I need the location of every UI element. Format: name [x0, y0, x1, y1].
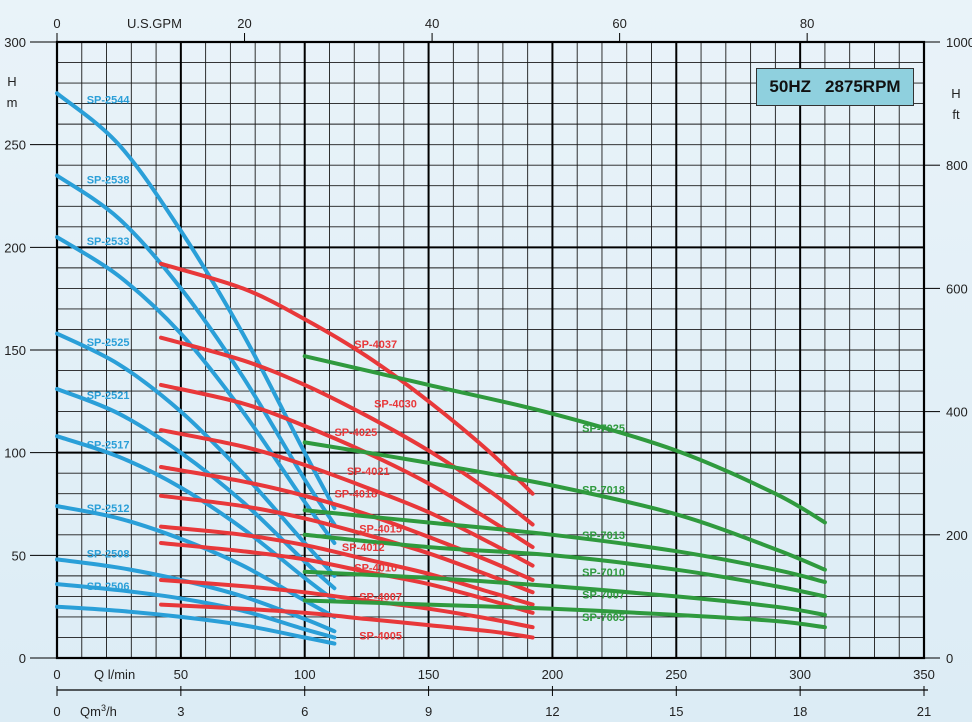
x-tick-label: 50 — [174, 667, 188, 682]
x-tick-label: 300 — [789, 667, 811, 682]
y-tick-label: 50 — [12, 548, 26, 563]
curve-sp-4010 — [159, 541, 535, 615]
m3h-tick-label: 3 — [177, 704, 184, 719]
curve-label-sp-4010: SP-4010 — [354, 563, 397, 575]
curve-label-sp-4018: SP-4018 — [334, 489, 377, 501]
bottom-unit-lmin: Q l/min — [94, 667, 135, 682]
x-tick-label: 350 — [913, 667, 935, 682]
curve-label-sp-4025: SP-4025 — [334, 427, 377, 439]
curve-label-sp-7010: SP-7010 — [582, 567, 625, 579]
right-unit-ft: ft — [952, 107, 960, 122]
curve-label-sp-4030: SP-4030 — [374, 398, 417, 410]
m3h-tick-label: 12 — [545, 704, 559, 719]
speed-badge: 50HZ 2875RPM — [756, 68, 914, 106]
bottom-unit-m3h: Qm3/h — [80, 703, 117, 719]
curve-label-sp-4021: SP-4021 — [347, 466, 390, 478]
gpm-tick-label: 0 — [53, 16, 60, 31]
right-unit-h: H — [951, 86, 960, 101]
curve-sp-7018 — [302, 440, 827, 572]
curve-label-sp-4015: SP-4015 — [359, 524, 402, 536]
y2-tick-label: 800 — [946, 158, 968, 173]
x-tick-label: 100 — [294, 667, 316, 682]
curve-label-sp-4037: SP-4037 — [354, 339, 397, 351]
x-tick-label: 0 — [53, 667, 60, 682]
left-unit-h: H — [7, 74, 16, 89]
y2-tick-label: 1000 — [946, 35, 972, 50]
curve-sp-2525 — [55, 331, 337, 578]
y2-tick-label: 600 — [946, 281, 968, 296]
curve-sp-4007 — [159, 578, 535, 630]
curve-label-sp-2533: SP-2533 — [87, 236, 130, 248]
curve-sp-4030 — [159, 335, 535, 527]
rpm-label: 2875RPM — [824, 77, 901, 96]
gpm-tick-label: 60 — [612, 16, 626, 31]
x-tick-label: 150 — [418, 667, 440, 682]
curve-sp-4018 — [159, 465, 535, 582]
y-tick-label: 0 — [19, 651, 26, 666]
curve-label-sp-7007: SP-7007 — [582, 589, 625, 601]
curve-label-sp-7025: SP-7025 — [582, 423, 625, 435]
curve-sp-7013 — [302, 508, 827, 584]
y2-tick-label: 0 — [946, 651, 953, 666]
curve-sp-2506 — [55, 582, 337, 640]
curve-sp-7007 — [302, 569, 827, 617]
y-tick-label: 300 — [4, 35, 26, 50]
gpm-tick-label: 80 — [800, 16, 814, 31]
left-unit-m: m — [7, 95, 18, 110]
curve-label-sp-2521: SP-2521 — [87, 390, 130, 402]
curve-sp-7025 — [302, 354, 827, 525]
curve-sp-2533 — [55, 235, 337, 545]
curve-label-sp-7018: SP-7018 — [582, 485, 625, 497]
m3h-tick-label: 18 — [793, 704, 807, 719]
curve-label-sp-2506: SP-2506 — [87, 581, 130, 593]
x-tick-label: 200 — [542, 667, 564, 682]
top-unit-gpm: U.S.GPM — [127, 16, 182, 31]
curve-label-sp-2512: SP-2512 — [87, 503, 130, 515]
curve-sp-2517 — [55, 434, 337, 603]
curve-label-sp-2544: SP-2544 — [87, 94, 131, 106]
curve-label-sp-4012: SP-4012 — [342, 542, 385, 554]
gpm-tick-label: 20 — [237, 16, 251, 31]
curve-label-sp-4005: SP-4005 — [359, 630, 402, 642]
curve-label-sp-7013: SP-7013 — [582, 530, 625, 542]
curve-label-sp-2525: SP-2525 — [87, 337, 130, 349]
curve-sp-4015 — [159, 493, 535, 595]
m3h-tick-label: 21 — [917, 704, 931, 719]
y-tick-label: 100 — [4, 446, 26, 461]
curve-sp-4037 — [159, 261, 535, 496]
curve-label-sp-2508: SP-2508 — [87, 548, 130, 560]
curve-label-sp-2538: SP-2538 — [87, 175, 130, 187]
frequency-label: 50HZ — [769, 77, 811, 96]
curve-sp-2508 — [55, 557, 337, 634]
curve-sp-4005 — [159, 602, 535, 640]
m3h-tick-label: 0 — [53, 704, 60, 719]
gpm-tick-label: 40 — [425, 16, 439, 31]
curve-label-sp-7005: SP-7005 — [582, 612, 625, 624]
m3h-tick-label: 15 — [669, 704, 683, 719]
y-tick-label: 150 — [4, 343, 26, 358]
curve-sp-25 — [55, 604, 337, 646]
y2-tick-label: 400 — [946, 405, 968, 420]
m3h-tick-label: 6 — [301, 704, 308, 719]
y2-tick-label: 200 — [946, 528, 968, 543]
curve-label-sp-4007: SP-4007 — [359, 591, 402, 603]
curve-sp-7010 — [302, 532, 827, 599]
curve-label-sp-2517: SP-2517 — [87, 439, 130, 451]
y-tick-label: 200 — [4, 240, 26, 255]
curve-sp-2538 — [55, 173, 337, 527]
m3h-tick-label: 9 — [425, 704, 432, 719]
x-tick-label: 250 — [665, 667, 687, 682]
y-tick-label: 250 — [4, 138, 26, 153]
curve-sp-4021 — [159, 428, 535, 568]
curve-sp-4012 — [159, 524, 535, 607]
curve-sp-7005 — [302, 598, 827, 630]
